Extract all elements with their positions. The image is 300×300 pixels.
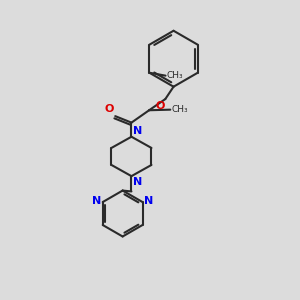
Text: N: N — [144, 196, 154, 206]
Text: O: O — [155, 100, 165, 110]
Text: CH₃: CH₃ — [172, 105, 188, 114]
Text: CH₃: CH₃ — [167, 71, 184, 80]
Text: O: O — [104, 104, 114, 114]
Text: N: N — [133, 126, 142, 136]
Text: N: N — [133, 177, 142, 187]
Text: N: N — [92, 196, 101, 206]
